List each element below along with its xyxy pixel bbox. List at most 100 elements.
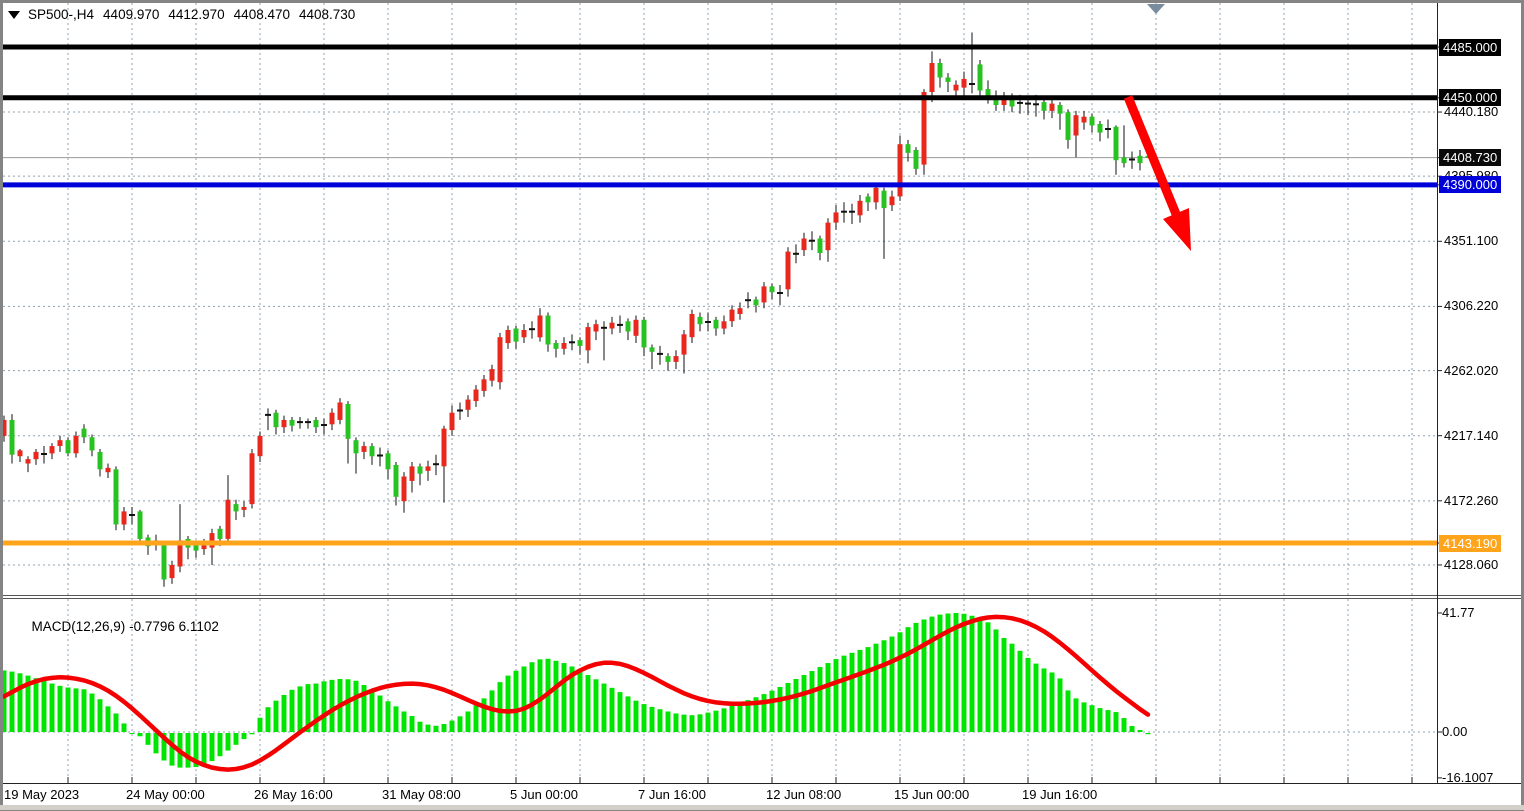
candle-body: [985, 89, 991, 97]
candle-body: [369, 446, 375, 457]
macd-histogram-bar: [521, 666, 527, 732]
macd-histogram-bar: [681, 714, 687, 732]
candle-doji-dash: [129, 514, 135, 516]
macd-histogram-bar: [409, 716, 415, 732]
macd-histogram-bar: [1129, 726, 1135, 732]
candle-body: [105, 467, 111, 473]
chart-shift-marker-icon[interactable]: [1147, 4, 1165, 14]
candle-body: [761, 286, 767, 303]
candle-body: [409, 466, 415, 481]
macd-histogram-bar: [697, 714, 703, 732]
candle-body: [665, 356, 671, 362]
candle-body: [865, 196, 871, 203]
down-arrow-shaft[interactable]: [1123, 95, 1181, 216]
macd-histogram-bar: [57, 685, 63, 732]
candle-body: [921, 92, 927, 165]
candle-body: [897, 144, 903, 197]
candle-doji-dash: [705, 321, 711, 323]
macd-histogram-bar: [209, 733, 215, 762]
macd-histogram-bar: [121, 723, 127, 732]
down-arrow-head[interactable]: [1163, 208, 1191, 251]
candle-body: [65, 440, 71, 454]
candle-body: [465, 399, 471, 410]
macd-histogram-bar: [817, 667, 823, 732]
candle-body: [649, 347, 655, 352]
candle-body: [97, 451, 103, 470]
candle-body: [889, 196, 895, 206]
candle-body: [1065, 112, 1071, 140]
candle-body: [825, 222, 831, 251]
macd-histogram-bar: [433, 725, 439, 732]
candle-doji-dash: [793, 252, 799, 255]
candle-body: [681, 334, 687, 355]
macd-histogram-bar: [1057, 678, 1063, 732]
macd-histogram-bar: [977, 618, 983, 732]
candle-body: [201, 543, 207, 550]
candle-doji-dash: [1129, 158, 1135, 161]
candle-body: [953, 84, 959, 91]
macd-histogram-bar: [785, 682, 791, 732]
candle-body: [1089, 116, 1095, 126]
candle-body: [929, 63, 935, 92]
macd-histogram-bar: [1105, 710, 1111, 732]
macd-histogram-bar: [65, 687, 71, 732]
macd-histogram-bar: [1113, 712, 1119, 732]
candle-doji-dash: [969, 83, 975, 85]
macd-histogram-bar: [369, 689, 375, 732]
candle-body: [561, 343, 567, 349]
macd-histogram-bar: [457, 716, 463, 732]
candle-body: [881, 190, 887, 209]
candle-body: [169, 565, 175, 579]
macd-histogram-bar: [641, 704, 647, 732]
candle-doji-dash: [617, 323, 623, 326]
macd-histogram-bar: [169, 733, 175, 766]
macd-histogram-bar: [201, 733, 207, 765]
candle-body: [33, 451, 39, 460]
candle-body: [505, 330, 511, 344]
candle-doji-dash: [849, 210, 855, 213]
candle-body: [1009, 97, 1015, 107]
macd-histogram-bar: [297, 686, 303, 732]
candle-body: [785, 251, 791, 290]
candle-body: [193, 543, 199, 551]
candle-body: [545, 315, 551, 345]
candle-body: [713, 319, 719, 329]
candle-body: [417, 466, 423, 474]
candle-body: [177, 540, 183, 567]
candle-body: [385, 453, 391, 470]
candle-body: [729, 309, 735, 322]
macd-histogram-bar: [1081, 702, 1087, 732]
macd-histogram-bar: [921, 619, 927, 732]
macd-histogram-bar: [617, 692, 623, 732]
macd-histogram-bar: [25, 675, 31, 732]
macd-histogram-bar: [225, 733, 231, 751]
macd-histogram-bar: [553, 660, 559, 732]
candle-body: [441, 428, 447, 467]
macd-histogram-bar: [385, 701, 391, 732]
macd-histogram-bar: [969, 615, 975, 732]
candle-doji-dash: [529, 328, 535, 331]
macd-histogram-bar: [993, 629, 999, 732]
macd-histogram-bar: [937, 614, 943, 732]
macd-histogram-bar: [17, 673, 23, 732]
macd-histogram-bar: [713, 710, 719, 732]
candle-doji-dash: [1033, 103, 1039, 106]
candle-doji-dash: [297, 421, 303, 424]
macd-histogram-bar: [97, 699, 103, 732]
macd-histogram-bar: [505, 675, 511, 732]
macd-histogram-bar: [953, 612, 959, 732]
macd-histogram-bar: [1145, 733, 1151, 735]
macd-histogram-bar: [361, 684, 367, 732]
candle-body: [217, 528, 223, 539]
macd-histogram-bar: [745, 700, 751, 732]
candle-doji-dash: [745, 299, 751, 302]
macd-histogram-bar: [913, 622, 919, 732]
macd-histogram-bar: [905, 627, 911, 732]
candle-body: [497, 337, 503, 383]
macd-histogram-bar: [673, 713, 679, 732]
candle-body: [393, 464, 399, 497]
candle-doji-dash: [601, 326, 607, 329]
candle-doji-dash: [433, 463, 439, 466]
candle-body: [1073, 115, 1079, 136]
